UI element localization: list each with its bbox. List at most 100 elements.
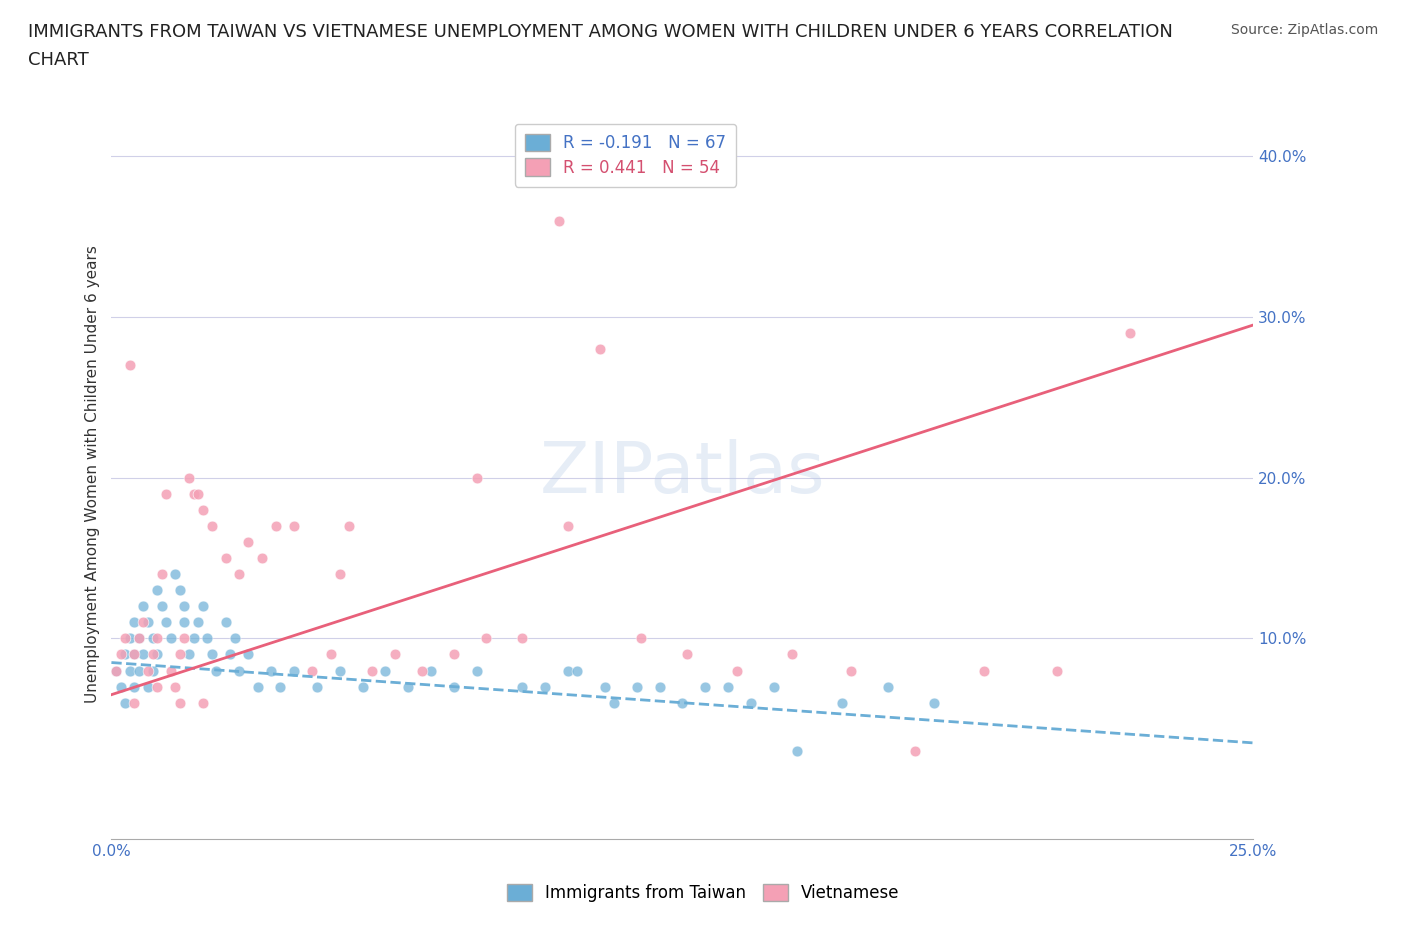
Point [904,743,927,758]
Point [319,647,342,662]
Point [443,647,465,662]
Point [780,647,803,662]
Point [512,631,534,645]
Point [169,696,191,711]
Point [141,631,163,645]
Point [118,663,141,678]
Point [465,471,488,485]
Point [630,631,652,645]
Point [177,471,200,485]
Point [155,486,177,501]
Point [762,679,785,694]
Point [396,679,419,694]
Point [238,535,260,550]
Point [114,696,136,711]
Point [104,663,127,678]
Point [173,599,195,614]
Point [648,679,671,694]
Point [128,631,150,645]
Point [173,631,195,645]
Point [593,679,616,694]
Point [150,599,173,614]
Point [191,599,214,614]
Point [150,566,173,581]
Point [136,679,159,694]
Point [922,696,945,711]
Point [136,663,159,678]
Point [246,679,269,694]
Point [128,663,150,678]
Point [165,679,187,694]
Point [122,647,145,662]
Text: ZIPatlas: ZIPatlas [540,439,825,508]
Point [876,679,898,694]
Point [269,679,291,694]
Point [155,615,177,630]
Point [841,663,863,678]
Point [443,679,465,694]
Point [250,551,273,565]
Point [725,663,748,678]
Point [146,679,169,694]
Point [191,502,214,517]
Point [589,341,612,356]
Point [360,663,382,678]
Point [122,679,145,694]
Point [831,696,853,711]
Point [548,213,571,228]
Point [183,486,205,501]
Point [122,696,145,711]
Point [132,647,155,662]
Legend: R = -0.191   N = 67, R = 0.441   N = 54: R = -0.191 N = 67, R = 0.441 N = 54 [515,124,735,187]
Point [238,647,260,662]
Point [159,631,181,645]
Point [283,663,305,678]
Point [567,663,589,678]
Point [260,663,283,678]
Point [557,663,579,678]
Point [122,647,145,662]
Point [228,663,250,678]
Point [132,599,155,614]
Point [465,663,488,678]
Point [201,647,224,662]
Point [512,679,534,694]
Point [557,518,579,533]
Point [786,743,808,758]
Point [110,679,132,694]
Point [717,679,740,694]
Point [740,696,762,711]
Point [411,663,433,678]
Text: Source: ZipAtlas.com: Source: ZipAtlas.com [1230,23,1378,37]
Point [214,551,236,565]
Point [141,663,163,678]
Point [141,647,163,662]
Point [329,566,352,581]
Point [603,696,626,711]
Point [301,663,323,678]
Point [214,615,236,630]
Point [183,631,205,645]
Point [283,518,305,533]
Point [228,566,250,581]
Point [118,631,141,645]
Point [201,518,224,533]
Point [420,663,443,678]
Point [195,631,218,645]
Point [146,647,169,662]
Point [191,696,214,711]
Point [352,679,374,694]
Point [187,486,209,501]
Point [118,358,141,373]
Point [173,615,195,630]
Point [177,647,200,662]
Point [534,679,557,694]
Point [159,663,181,678]
Point [626,679,648,694]
Point [475,631,498,645]
Point [205,663,228,678]
Point [676,647,699,662]
Point [146,583,169,598]
Point [973,663,995,678]
Point [219,647,242,662]
